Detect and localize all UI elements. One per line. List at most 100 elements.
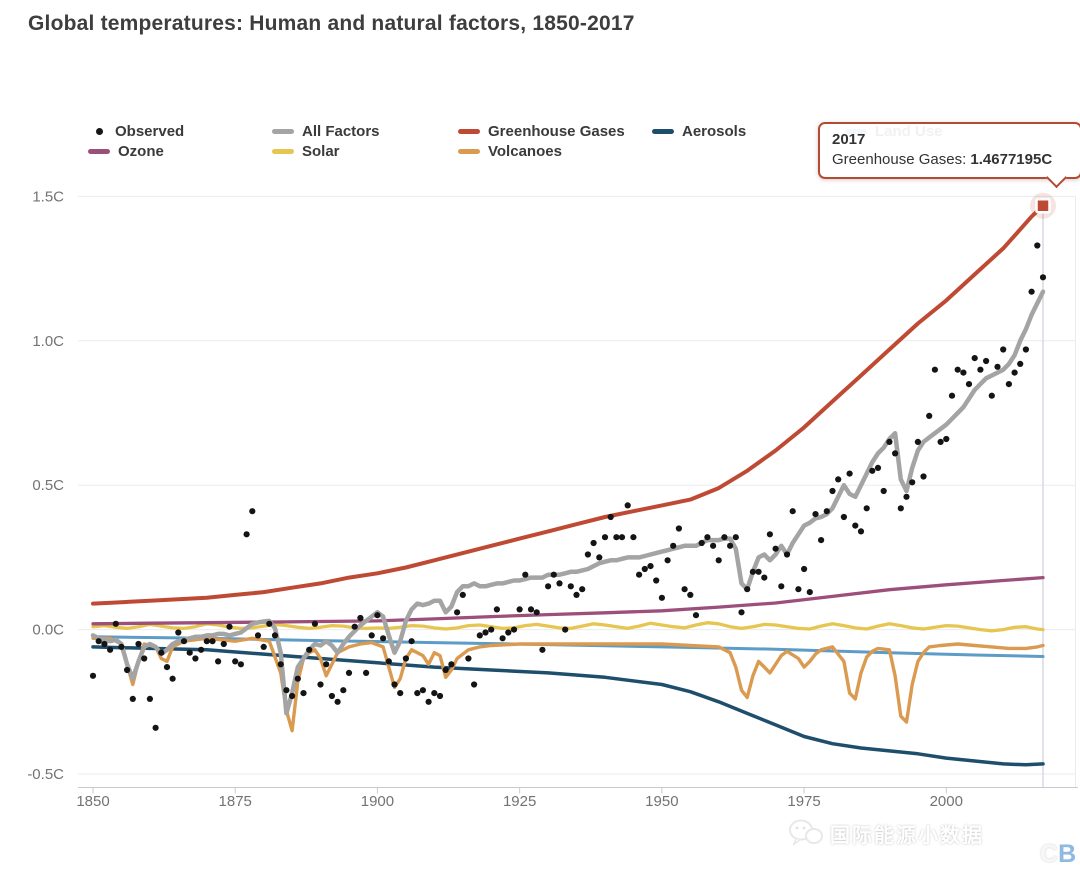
observed-point [476, 632, 483, 639]
observed-point [954, 366, 961, 373]
series-line-solar [91, 621, 1045, 633]
observed-point [317, 681, 324, 688]
ozone-swatch-icon [88, 148, 110, 154]
observed-point [289, 692, 296, 700]
observed-point [846, 470, 853, 477]
tooltip-series-value: Greenhouse Gases: 1.4677195C [832, 151, 1068, 168]
legend-item-observed[interactable]: Observed [88, 121, 184, 141]
observed-point [89, 672, 97, 679]
observed-point [527, 606, 535, 613]
observed-point [863, 505, 870, 512]
observed-point [618, 534, 626, 541]
observed-point [772, 545, 779, 552]
observed-point [920, 473, 927, 480]
legend-label: Solar [302, 142, 340, 160]
observed-point [391, 681, 398, 688]
observed-point [237, 661, 244, 668]
observed-point [505, 629, 512, 636]
legend-item-solar[interactable]: Solar [272, 141, 340, 161]
legend-item-greenhouse-gases[interactable]: Greenhouse Gases [458, 121, 625, 141]
legend-label: All Factors [302, 122, 380, 140]
observed-point [562, 626, 569, 633]
observed-point [499, 635, 506, 642]
observed-point [692, 612, 700, 619]
y-axis-label: 0.5C [32, 477, 64, 494]
observed-point [1000, 346, 1007, 353]
legend-item-volcanoes[interactable]: Volcanoes [458, 141, 562, 161]
observed-point [590, 539, 597, 547]
legend-item-aerosols[interactable]: Aerosols [652, 121, 746, 141]
observed-point [744, 586, 751, 593]
observed-point [795, 586, 802, 593]
observed-point [226, 623, 233, 630]
observed-point [431, 690, 438, 697]
y-axis-label: -0.5C [27, 766, 64, 783]
observed-point [892, 450, 899, 457]
observed-point [596, 554, 603, 561]
observed-point [345, 669, 353, 677]
observed-point [198, 646, 205, 653]
observed-point [641, 565, 648, 573]
observed-point [812, 510, 819, 518]
observed-point [266, 620, 273, 627]
observed-point [249, 508, 256, 515]
observed-point [977, 366, 984, 373]
all-factors-swatch-icon [272, 128, 294, 134]
observed-point [710, 542, 717, 549]
observed-point [556, 580, 563, 587]
observed-point [647, 563, 654, 570]
observed-point [465, 655, 472, 662]
solar-swatch-icon [272, 148, 294, 154]
observed-point [101, 640, 108, 648]
observed-point [613, 534, 620, 541]
observed-point [1005, 381, 1013, 388]
observed-point [823, 508, 830, 515]
legend-label: Volcanoes [488, 142, 562, 160]
observed-point [402, 655, 409, 662]
observed-point [232, 658, 239, 665]
observed-point [897, 505, 904, 512]
observed-point [801, 565, 808, 573]
x-axis-label: 1925 [503, 793, 536, 810]
aerosols-swatch-icon [652, 128, 674, 134]
legend-label: Ozone [118, 142, 164, 160]
observed-point [1022, 346, 1029, 353]
tooltip-value: 1.4677195C [970, 151, 1053, 168]
observed-point [579, 586, 586, 593]
observed-point [448, 661, 455, 668]
observed-point [374, 612, 381, 619]
observed-point [550, 571, 557, 578]
observed-point [886, 438, 893, 445]
observed-point [323, 661, 330, 668]
observed-point [328, 692, 335, 700]
legend-item-ozone[interactable]: Ozone [88, 141, 164, 161]
observed-point [994, 363, 1001, 370]
observed-point [209, 638, 216, 645]
x-axis-label: 1875 [219, 793, 252, 810]
observed-point [141, 655, 148, 662]
observed-point [334, 698, 341, 705]
observed-point [129, 695, 136, 703]
observed-point [215, 658, 222, 665]
legend-item-all-factors[interactable]: All Factors [272, 121, 380, 141]
observed-point [835, 476, 842, 483]
tooltip-year: 2017 [832, 131, 866, 148]
observed-point [146, 695, 153, 703]
highlighted-point-marker[interactable] [1035, 197, 1051, 214]
series-line-greenhouse-gases [91, 203, 1045, 606]
tooltip: 2017 Greenhouse Gases: 1.4677195C [818, 122, 1080, 179]
observed-point [789, 508, 796, 515]
observed-point [727, 542, 734, 549]
observed-point [670, 542, 677, 549]
observed-point [254, 632, 262, 639]
observed-point [419, 687, 426, 694]
observed-point [778, 583, 785, 590]
observed-point [749, 568, 757, 575]
observed-point [960, 369, 967, 376]
observed-point [1017, 360, 1024, 367]
observed-point [766, 531, 774, 538]
observed-point [675, 525, 683, 532]
legend-label: Greenhouse Gases [488, 122, 625, 140]
observed-point [732, 534, 739, 541]
